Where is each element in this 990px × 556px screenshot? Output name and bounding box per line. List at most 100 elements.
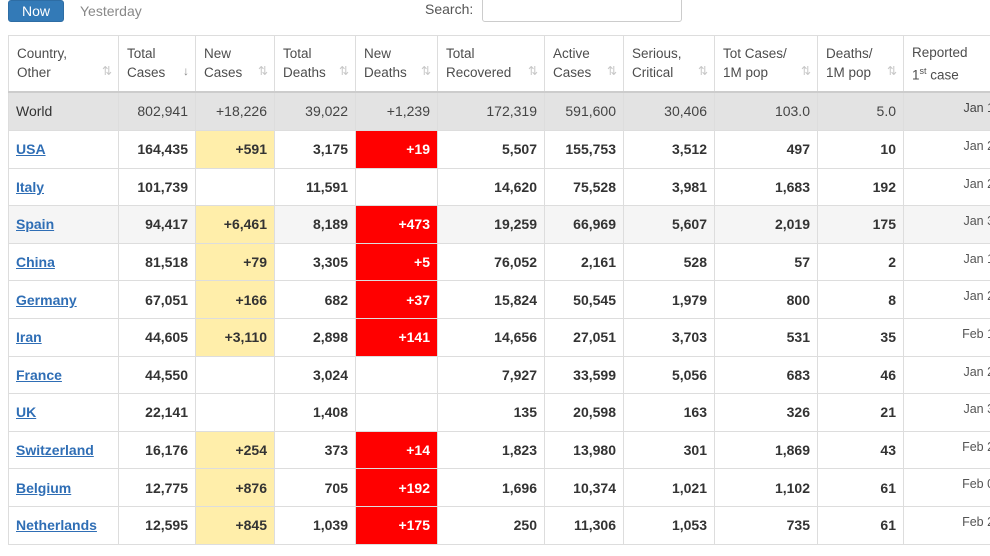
cell-serious-critical: 5,607: [623, 205, 715, 244]
cell-first-case: Jan 30: [903, 393, 990, 432]
country-link[interactable]: Germany: [16, 291, 77, 308]
cell-deaths-per-1m: 61: [817, 468, 904, 507]
cell-cases-per-1m: 57: [714, 242, 818, 282]
table-row: Germany 67,051 +166 682 +37 15,824 50,545 1,979…: [8, 280, 990, 319]
cell-new-cases: [195, 393, 275, 432]
table-body: World 802,941 +18,226 39,022 +1,239 172,319 59…: [8, 91, 990, 545]
country-link[interactable]: Switzerland: [16, 442, 94, 459]
header-country[interactable]: Country, Other ⇅: [8, 35, 119, 93]
cell-first-case: Jan 30: [903, 205, 990, 244]
cell-cases-per-1m: 1,683: [714, 167, 818, 207]
country-link[interactable]: Netherlands: [16, 517, 97, 534]
cell-cases-per-1m: 326: [714, 393, 818, 432]
cell-country: USA: [8, 130, 119, 169]
tab-yesterday[interactable]: Yesterday: [80, 3, 142, 19]
cell-deaths-per-1m: 21: [817, 393, 904, 432]
cell-first-case: Feb 03: [903, 468, 990, 507]
cell-first-case: Feb 18: [903, 317, 990, 357]
cell-country: Germany: [8, 280, 119, 319]
cell-cases-per-1m: 1,102: [714, 468, 818, 507]
cell-cases-per-1m: 735: [714, 505, 818, 545]
cell-serious-critical: 3,981: [623, 167, 715, 207]
table-row: China 81,518 +79 3,305 +5 76,052 2,161 528 57 2 Ja…: [8, 242, 990, 282]
header-cases-per-1m[interactable]: Tot Cases/1M pop ⇅: [714, 35, 818, 93]
header-total-cases[interactable]: Total Cases ↓: [118, 35, 196, 93]
header-total-deaths[interactable]: Total Deaths ⇅: [274, 35, 356, 93]
cell-deaths-per-1m: 46: [817, 355, 904, 395]
header-new-deaths[interactable]: New Deaths ⇅: [355, 35, 438, 93]
cell-first-case: Jan 20: [903, 130, 990, 169]
country-link[interactable]: Belgium: [16, 479, 72, 496]
cell-cases-per-1m: 531: [714, 317, 818, 357]
cell-total-cases: 12,775: [118, 468, 196, 507]
sort-icon: ⇅: [800, 63, 811, 78]
cell-active-cases: 2,161: [544, 242, 624, 282]
table-row: USA 164,435 +591 3,175 +19 5,507 155,753 3,512 4…: [8, 130, 990, 169]
cell-total-cases: 22,141: [118, 393, 196, 432]
cell-total-cases: 81,518: [118, 242, 196, 282]
cell-total-cases: 16,176: [118, 430, 196, 470]
cell-total-recovered: 1,696: [437, 468, 545, 507]
sort-icon: ⇅: [886, 63, 897, 78]
cell-active-cases: 155,753: [544, 130, 624, 169]
country-link[interactable]: Spain: [16, 216, 55, 233]
cell-first-case: Jan 26: [903, 280, 990, 319]
cell-total-recovered: 14,620: [437, 167, 545, 207]
sort-desc-icon: ↓: [183, 63, 189, 78]
cell-total-cases: 94,417: [118, 205, 196, 244]
cell-country: UK: [8, 393, 119, 432]
cell-total-recovered: 14,656: [437, 317, 545, 357]
cell-total-deaths: 373: [274, 430, 356, 470]
header-deaths-per-1m[interactable]: Deaths/1M pop ⇅: [817, 35, 904, 93]
country-link[interactable]: Iran: [16, 329, 42, 346]
header-serious-critical[interactable]: Serious, Critical ⇅: [623, 35, 715, 93]
cell-total-deaths: 682: [274, 280, 356, 319]
cell-serious-critical: 301: [623, 430, 715, 470]
cell-serious-critical: 30,406: [623, 91, 715, 131]
tab-now[interactable]: Now: [8, 0, 65, 22]
header-total-recovered[interactable]: Total Recovered ⇅: [437, 35, 545, 93]
header-active-cases[interactable]: Active Cases ⇅: [544, 35, 624, 93]
cell-cases-per-1m: 683: [714, 355, 818, 395]
cell-new-cases: +18,226: [195, 91, 275, 131]
sort-icon: ⇅: [527, 63, 538, 78]
country-link[interactable]: UK: [16, 404, 37, 421]
sort-icon: ⇅: [257, 63, 268, 78]
country-link[interactable]: Italy: [16, 178, 45, 195]
country-link[interactable]: USA: [16, 141, 46, 158]
cell-total-cases: 101,739: [118, 167, 196, 207]
cell-new-cases: +845: [195, 505, 275, 545]
cell-first-case: Feb 24: [903, 430, 990, 470]
cell-new-deaths: +473: [355, 205, 438, 244]
table-row: Belgium 12,775 +876 705 +192 1,696 10,374 1,021…: [8, 468, 990, 507]
cell-active-cases: 33,599: [544, 355, 624, 395]
cell-deaths-per-1m: 10: [817, 130, 904, 169]
country-link[interactable]: China: [16, 254, 55, 271]
header-new-cases[interactable]: New Cases ⇅: [195, 35, 275, 93]
cell-cases-per-1m: 2,019: [714, 205, 818, 244]
country-link[interactable]: France: [16, 366, 62, 383]
cell-new-cases: +3,110: [195, 317, 275, 357]
search-input[interactable]: [482, 0, 682, 22]
search-label: Search:: [425, 1, 474, 17]
cell-serious-critical: 3,512: [623, 130, 715, 169]
cell-cases-per-1m: 103.0: [714, 91, 818, 131]
cell-total-cases: 164,435: [118, 130, 196, 169]
cell-new-deaths: [355, 355, 438, 395]
cell-total-deaths: 1,039: [274, 505, 356, 545]
cell-first-case: Jan 10: [903, 242, 990, 282]
cell-total-deaths: 3,305: [274, 242, 356, 282]
cell-cases-per-1m: 497: [714, 130, 818, 169]
world-row: World 802,941 +18,226 39,022 +1,239 172,319 59…: [8, 91, 990, 131]
cell-total-cases: 12,595: [118, 505, 196, 545]
cell-serious-critical: 528: [623, 242, 715, 282]
cell-serious-critical: 5,056: [623, 355, 715, 395]
cell-new-deaths: +5: [355, 242, 438, 282]
cell-serious-critical: 3,703: [623, 317, 715, 357]
cell-serious-critical: 1,021: [623, 468, 715, 507]
sort-icon: ⇅: [101, 63, 112, 78]
table-row: Netherlands 12,595 +845 1,039 +175 250 11,306 1…: [8, 505, 990, 545]
cell-total-deaths: 1,408: [274, 393, 356, 432]
